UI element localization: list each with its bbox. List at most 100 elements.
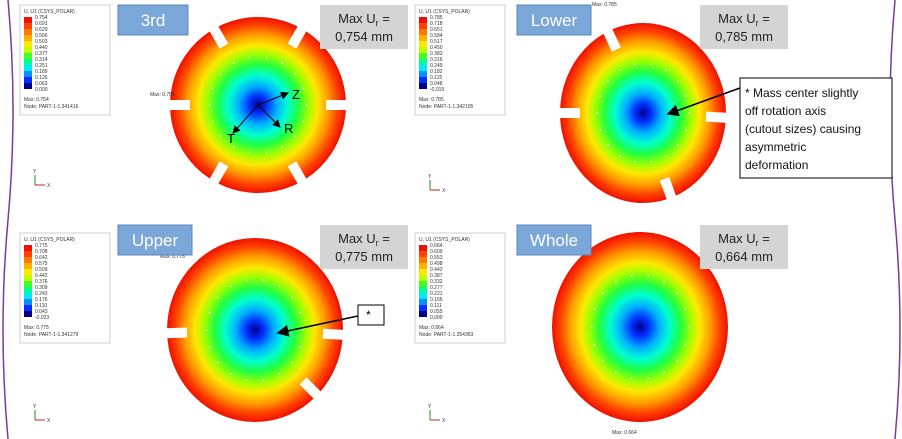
triad-label: X	[442, 418, 446, 424]
node-dot	[665, 69, 667, 71]
node-dot	[599, 129, 601, 131]
panel-label: Upper	[132, 231, 179, 250]
peak-label: Max: 0.754	[150, 92, 175, 98]
node-dot	[278, 373, 280, 375]
node-dot	[246, 279, 248, 281]
legend-band	[24, 83, 32, 89]
legend-band	[24, 269, 32, 275]
max-text: Max U	[338, 11, 376, 26]
legend-band	[24, 35, 32, 41]
legend-value: -0.019	[430, 87, 444, 93]
legend-value: 0.000	[35, 87, 48, 93]
legend-band	[24, 251, 32, 257]
legend-node: Node: PART-1-1.342105	[419, 104, 474, 110]
legend-band	[24, 53, 32, 59]
cutout	[323, 329, 355, 341]
legend-max: Max: 0.785	[419, 97, 444, 103]
legend-band	[419, 251, 427, 257]
node-dot	[291, 362, 293, 364]
node-dot	[266, 152, 268, 154]
peak-label: Max: 0.664	[612, 430, 637, 436]
triad-label: Y	[428, 174, 432, 180]
node-dot	[677, 144, 679, 146]
legend-band	[419, 65, 427, 71]
node-dot	[294, 73, 296, 75]
legend-band	[419, 83, 427, 89]
legend-band	[24, 263, 32, 269]
legend-band	[24, 293, 32, 299]
triad-label: Y	[33, 404, 37, 410]
side-curve	[890, 0, 900, 439]
legend-band	[24, 275, 32, 281]
legend-band	[419, 59, 427, 65]
max-heading: Max Ur =	[338, 11, 390, 28]
node-dot	[209, 346, 211, 348]
max-heading: Max Ur =	[718, 11, 770, 28]
node-dot	[217, 362, 219, 364]
polar-label: T	[227, 131, 235, 146]
node-dot	[230, 373, 232, 375]
node-dot	[266, 56, 268, 58]
node-dot	[594, 308, 596, 310]
node-dot	[591, 326, 593, 328]
legend-band	[419, 245, 427, 251]
max-heading: Max Ur =	[718, 231, 770, 248]
node-dot	[634, 161, 636, 163]
legend-band	[419, 275, 427, 281]
max-eq: =	[759, 231, 770, 246]
node-dot	[676, 360, 678, 362]
legend-band	[419, 257, 427, 263]
max-value: 0,785 mm	[715, 29, 773, 44]
max-value: 0,664 mm	[715, 249, 773, 264]
legend-title: U, U1 (CSYS_POLAR)	[24, 9, 75, 15]
legend-band	[419, 17, 427, 23]
legend-band	[419, 299, 427, 305]
max-value: 0,754 mm	[335, 29, 393, 44]
node-dot	[220, 135, 222, 137]
triad-label: X	[47, 418, 51, 424]
legend-band	[24, 23, 32, 29]
contour-disc	[560, 23, 726, 203]
legend-band	[419, 311, 427, 317]
cutout	[326, 100, 358, 110]
node-dot	[663, 371, 665, 373]
node-dot	[685, 308, 687, 310]
marker-box	[358, 305, 384, 325]
node-dot	[249, 152, 251, 154]
legend-band	[419, 47, 427, 53]
node-dot	[233, 146, 235, 148]
triad-label: X	[442, 188, 446, 194]
polar-label: Z	[292, 87, 300, 102]
legend-band	[419, 269, 427, 275]
legend-band	[24, 257, 32, 263]
node-dot	[209, 104, 211, 106]
legend-band	[24, 299, 32, 305]
node-dot	[685, 95, 687, 97]
legend-title: U, U1 (CSYS_POLAR)	[24, 237, 75, 243]
max-eq: =	[379, 11, 390, 26]
legend-max: Max: 0.754	[24, 97, 49, 103]
triad-label: Y	[428, 404, 432, 410]
peak-label: Max: 0.785	[592, 2, 617, 8]
node-dot	[278, 285, 280, 287]
marker-text: *	[366, 308, 371, 322]
legend-band	[419, 293, 427, 299]
node-dot	[306, 104, 308, 106]
legend-value: -0.023	[35, 315, 49, 321]
node-dot	[291, 297, 293, 299]
legend-band	[419, 53, 427, 59]
legend-node: Node: PART-1-1.341279	[24, 332, 79, 338]
side-curve	[3, 0, 13, 439]
legend-band	[24, 287, 32, 293]
legend-band	[419, 41, 427, 47]
node-dot	[206, 329, 208, 331]
node-dot	[263, 279, 265, 281]
legend-title: U, U1 (CSYS_POLAR)	[419, 237, 470, 243]
node-dot	[602, 293, 604, 295]
legend-band	[24, 29, 32, 35]
legend-band	[419, 35, 427, 41]
max-text: Max U	[718, 231, 756, 246]
node-dot	[634, 63, 636, 65]
max-eq: =	[759, 11, 770, 26]
max-heading: Max Ur =	[338, 231, 390, 248]
